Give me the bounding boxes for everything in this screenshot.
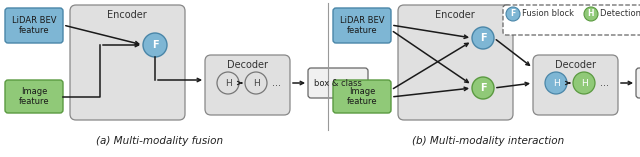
Circle shape (472, 27, 494, 49)
Circle shape (584, 7, 598, 21)
FancyBboxPatch shape (5, 80, 63, 113)
Text: box & class: box & class (314, 78, 362, 87)
Circle shape (245, 72, 267, 94)
FancyBboxPatch shape (333, 8, 391, 43)
Circle shape (573, 72, 595, 94)
Circle shape (506, 7, 520, 21)
Text: F: F (510, 10, 516, 19)
FancyBboxPatch shape (533, 55, 618, 115)
Text: LiDAR BEV
feature: LiDAR BEV feature (340, 16, 384, 35)
Circle shape (217, 72, 239, 94)
FancyBboxPatch shape (636, 68, 640, 98)
Circle shape (545, 72, 567, 94)
FancyBboxPatch shape (5, 8, 63, 43)
FancyBboxPatch shape (205, 55, 290, 115)
Text: H: H (253, 78, 259, 87)
FancyBboxPatch shape (333, 80, 391, 113)
Text: H: H (580, 78, 588, 87)
Text: F: F (480, 33, 486, 43)
Text: LiDAR BEV
feature: LiDAR BEV feature (12, 16, 56, 35)
FancyBboxPatch shape (398, 5, 513, 120)
Text: Decoder: Decoder (554, 60, 595, 70)
Text: Decoder: Decoder (227, 60, 268, 70)
Text: F: F (152, 40, 158, 50)
Circle shape (472, 77, 494, 99)
Text: H: H (588, 10, 595, 19)
Text: (b) Multi-modality interaction: (b) Multi-modality interaction (412, 136, 564, 146)
Text: ...: ... (272, 78, 281, 88)
Text: Detection head: Detection head (600, 10, 640, 19)
FancyBboxPatch shape (308, 68, 368, 98)
FancyBboxPatch shape (70, 5, 185, 120)
FancyBboxPatch shape (503, 5, 640, 35)
Text: (a) Multi-modality fusion: (a) Multi-modality fusion (97, 136, 223, 146)
Text: H: H (225, 78, 232, 87)
Text: H: H (552, 78, 559, 87)
Text: Encoder: Encoder (107, 10, 147, 20)
Circle shape (143, 33, 167, 57)
Text: Image
feature: Image feature (19, 87, 49, 106)
Text: Fusion block: Fusion block (522, 10, 574, 19)
Text: Encoder: Encoder (435, 10, 475, 20)
Text: F: F (480, 83, 486, 93)
Text: ...: ... (600, 78, 609, 88)
Text: Image
feature: Image feature (347, 87, 378, 106)
